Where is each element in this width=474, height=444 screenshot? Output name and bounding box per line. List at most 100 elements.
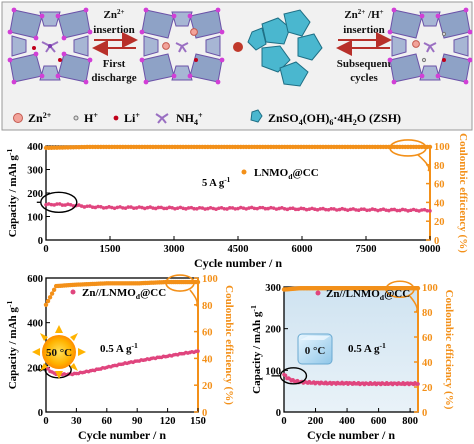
- capacity-point: [184, 207, 188, 211]
- x-axis-label: Cycle number / n: [307, 428, 395, 442]
- capacity-point: [403, 208, 408, 212]
- capacity-point: [321, 206, 325, 211]
- capacity-point: [277, 206, 281, 211]
- capacity-point: [302, 206, 306, 211]
- rate-label: 5 A g-1: [202, 175, 231, 189]
- capacity-point: [79, 204, 84, 208]
- capacity-point: [230, 206, 235, 210]
- x-tick-label: 4500: [228, 244, 249, 255]
- step1-action-label: insertion: [93, 24, 135, 36]
- capacity-point: [313, 207, 317, 211]
- capacity-point: [189, 205, 194, 210]
- capacity-point: [222, 206, 227, 211]
- x-tick-label: 1500: [100, 244, 121, 255]
- capacity-point: [304, 207, 309, 212]
- capacity-point: [110, 205, 114, 210]
- capacity-point: [129, 205, 133, 209]
- capacity-point: [258, 205, 262, 210]
- x-tick-label: 0: [43, 244, 48, 255]
- capacity-point: [398, 208, 402, 213]
- x-tick-label: 800: [402, 416, 418, 427]
- capacity-point: [370, 207, 375, 211]
- y-tick-label: 0: [276, 408, 281, 419]
- capacity-point: [291, 206, 295, 211]
- capacity-point: [285, 207, 290, 212]
- x-tick-label: 150: [190, 416, 206, 427]
- capacity-point: [269, 205, 273, 210]
- coulombic-point: [51, 287, 57, 292]
- sun-icon: 50 °C: [32, 325, 86, 379]
- capacity-point: [219, 206, 224, 210]
- capacity-point: [310, 206, 314, 211]
- y2-tick-label: 80: [202, 301, 213, 312]
- capacity-point: [387, 208, 391, 213]
- capacity-point: [145, 205, 150, 210]
- arrow-subsequent-cycles: Zn2+ /H+ insertion Subsequent cycles: [336, 8, 392, 84]
- coulombic-point: [45, 298, 51, 304]
- capacity-point: [123, 206, 128, 210]
- capacity-point: [381, 207, 386, 211]
- capacity-point: [274, 207, 279, 211]
- capacity-point: [195, 206, 199, 211]
- capacity-point: [252, 206, 257, 211]
- coulombic-point: [49, 291, 55, 296]
- capacity-point: [288, 206, 292, 211]
- y2-tick-label: 40: [422, 358, 433, 369]
- capacity-point: [266, 206, 270, 211]
- capacity-point: [293, 207, 298, 212]
- y-tick-label: 200: [27, 189, 43, 200]
- capacity-point: [378, 208, 383, 212]
- step2-action-label: insertion: [343, 24, 385, 36]
- x-tick-label: 120: [160, 416, 176, 427]
- capacity-point: [96, 204, 100, 209]
- capacity-point: [227, 206, 232, 210]
- arrow-first-discharge: Zn2+ insertion First discharge: [91, 8, 138, 84]
- capacity-point: [126, 205, 131, 209]
- coulombic-point: [47, 295, 53, 300]
- x-tick-label: 90: [132, 416, 143, 427]
- capacity-point: [365, 208, 369, 213]
- capacity-point: [247, 206, 251, 210]
- capacity-point: [395, 208, 399, 213]
- capacity-point: [178, 205, 183, 210]
- crystal-structure-discharged: [139, 7, 225, 85]
- y-tick-label: 600: [27, 274, 43, 285]
- x-tick-label: 400: [339, 416, 355, 427]
- legend-marker: [70, 289, 76, 295]
- ce-pointer: [417, 154, 430, 172]
- capacity-point: [181, 206, 185, 211]
- capacity-point: [340, 206, 345, 211]
- y2-tick-label: 60: [202, 328, 213, 339]
- capacity-point: [88, 204, 92, 208]
- y2-tick-label: 40: [434, 198, 445, 209]
- y2-tick-label: 0: [202, 408, 207, 419]
- capacity-point: [332, 207, 336, 211]
- x-axis-label: Cycle number / n: [78, 428, 166, 442]
- capacity-point: [153, 206, 158, 211]
- capacity-point: [162, 206, 166, 211]
- legend-label: Zn//LNMOd@CC: [326, 288, 410, 302]
- temperature-label-cold: 0 °C: [305, 345, 326, 357]
- zsh-legend-icon: [250, 109, 263, 123]
- coulombic-point: [43, 302, 49, 307]
- capacity-point: [93, 205, 98, 210]
- capacity-point: [356, 208, 361, 212]
- capacity-point: [249, 205, 254, 210]
- x-tick-label: 600: [371, 416, 387, 427]
- capacity-point: [411, 207, 416, 212]
- capacity-series: [44, 202, 432, 213]
- capacity-point: [214, 207, 218, 211]
- nh4-ion-icon: [41, 41, 59, 53]
- schematic-panel: Zn2+ insertion First discharge: [1, 1, 473, 131]
- li-legend-icon: [113, 115, 119, 121]
- y2-axis-label: Coulombic efficiency (%): [443, 290, 455, 410]
- nh4-legend-icon: [155, 113, 169, 124]
- coulombic-point: [427, 144, 433, 150]
- capacity-point: [159, 205, 163, 210]
- capacity-point: [68, 202, 73, 207]
- capacity-point: [362, 207, 366, 211]
- capacity-point: [46, 202, 51, 206]
- capacity-point: [345, 208, 350, 212]
- step2-reverse-label: Subsequent: [337, 58, 392, 70]
- capacity-point: [376, 208, 380, 213]
